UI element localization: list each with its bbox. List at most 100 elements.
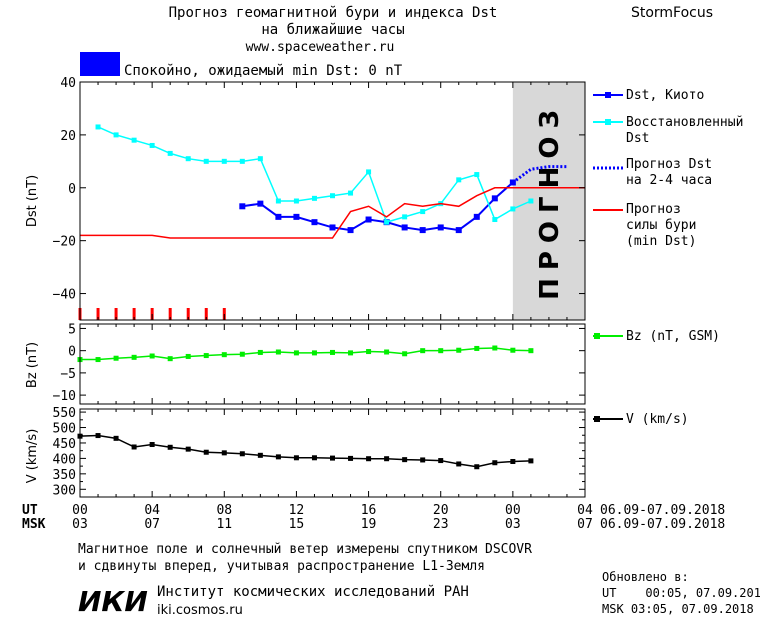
series-line-dst-forecast [511, 165, 567, 184]
data-point-bz [438, 348, 444, 354]
data-point-restored-dst [456, 177, 462, 183]
time-axis: UT MSK 00 04 08 12 16 20 00 04 03 07 11 15 19 23 03 07… [22, 503, 725, 532]
iki-logo: ИКИ [78, 585, 148, 618]
data-point-bz [420, 348, 426, 354]
data-point-bz [384, 349, 390, 355]
data-point-v [311, 455, 317, 461]
data-point-bz [474, 345, 480, 351]
updated-label: Обновлено в: [602, 570, 689, 584]
data-point-bz [528, 348, 534, 354]
title-line2: на ближайшие часы [261, 22, 404, 38]
data-point-bz [275, 349, 281, 355]
ytick-label: 450 [53, 437, 76, 452]
data-point-v [203, 449, 209, 455]
data-point-v [239, 451, 245, 457]
msk-tick-label: 07 [577, 517, 593, 532]
data-point-bz [348, 350, 354, 356]
footer-note-line2: и сдвинуты вперед, учитывая распростране… [78, 559, 485, 574]
data-point-dst-kyoto [401, 224, 408, 231]
v-panel-frame [79, 408, 586, 498]
data-point-bz [492, 345, 498, 351]
institute-name: Институт космических исследований РАН [157, 584, 469, 600]
legend-bz: Bz (nT, GSM) [593, 329, 720, 344]
ut-tick-label: 12 [289, 503, 305, 518]
data-point-dst-kyoto [275, 213, 282, 220]
ytick-label: 500 [53, 422, 76, 437]
data-point-restored-dst [420, 209, 426, 215]
data-point-v [330, 455, 335, 461]
msk-tick-label: 19 [361, 517, 377, 532]
bz-panel-frame [79, 323, 586, 405]
data-point-bz [167, 356, 173, 362]
data-point-restored-dst [239, 158, 245, 164]
ut-tick-label: 16 [361, 503, 377, 518]
series-line-v [79, 434, 531, 468]
data-point-v [510, 458, 516, 464]
data-point-dst-kyoto [491, 195, 498, 202]
updated-ut: UT 00:05, 07.09.2018 [602, 586, 760, 600]
ut-tick-label: 04 [144, 503, 160, 518]
data-point-v [257, 452, 263, 458]
forecast-shade [512, 82, 585, 320]
ytick-label: −10 [53, 389, 76, 404]
data-point-v [149, 442, 155, 448]
data-point-restored-dst [149, 142, 155, 148]
data-point-restored-dst [366, 169, 372, 175]
msk-range: 06.09-07.09.2018 [600, 517, 725, 532]
legend-bz-label: Bz (nT, GSM) [626, 329, 720, 344]
data-point-v [456, 461, 462, 467]
ut-range: 06.09-07.09.2018 [600, 503, 725, 518]
bz-ylabel: Bz (nT) [25, 342, 40, 388]
data-point-restored-dst [384, 219, 390, 225]
data-point-bz [330, 349, 335, 355]
data-point-bz [257, 349, 263, 355]
ytick-label: 350 [53, 468, 76, 483]
data-point-restored-dst [203, 158, 209, 164]
series-line-storm-forecast [80, 187, 585, 239]
data-point-v [438, 458, 444, 464]
msk-tick-label: 23 [433, 517, 449, 532]
data-point-v [167, 444, 173, 450]
legend-dst-forecast-label: Прогноз Dst на 2-4 часа [626, 157, 712, 188]
data-point-bz [221, 352, 227, 358]
data-point-v [402, 457, 408, 463]
data-point-v [95, 433, 101, 439]
ut-tick-label: 00 [505, 503, 521, 518]
data-point-v [131, 444, 137, 450]
data-point-v [221, 450, 227, 456]
data-point-v [474, 464, 480, 470]
data-point-dst-kyoto [329, 224, 336, 231]
ut-tick-label: 08 [216, 503, 232, 518]
data-point-restored-dst [474, 172, 480, 178]
data-point-bz [293, 350, 299, 356]
data-point-bz [456, 347, 462, 353]
data-point-restored-dst [330, 193, 335, 199]
ut-tick-label: 00 [72, 503, 88, 518]
ut-label: UT [22, 503, 38, 518]
data-point-restored-dst [348, 190, 354, 196]
data-point-restored-dst [528, 198, 534, 204]
msk-label: MSK [22, 517, 46, 532]
data-point-dst-kyoto [257, 200, 264, 207]
data-point-dst-kyoto [293, 213, 300, 220]
data-point-v [113, 435, 119, 441]
legend-v: V (km/s) [593, 412, 689, 427]
data-point-bz [131, 354, 137, 360]
data-point-bz [203, 353, 209, 359]
ytick-label: 5 [68, 322, 76, 337]
data-point-restored-dst [510, 206, 516, 212]
data-point-v [275, 454, 281, 460]
data-point-v [420, 457, 426, 463]
msk-tick-label: 15 [289, 517, 305, 532]
ytick-label: −40 [53, 288, 76, 303]
ytick-label: 400 [53, 452, 76, 467]
dst-panel-frame [79, 81, 586, 321]
data-point-v [366, 456, 372, 462]
data-point-v [492, 460, 498, 466]
data-point-restored-dst [185, 156, 191, 162]
data-point-dst-kyoto [473, 213, 480, 220]
series-line-dst-kyoto [242, 181, 514, 232]
v-ylabel: V (km/s) [25, 429, 40, 484]
data-point-restored-dst [221, 158, 227, 164]
